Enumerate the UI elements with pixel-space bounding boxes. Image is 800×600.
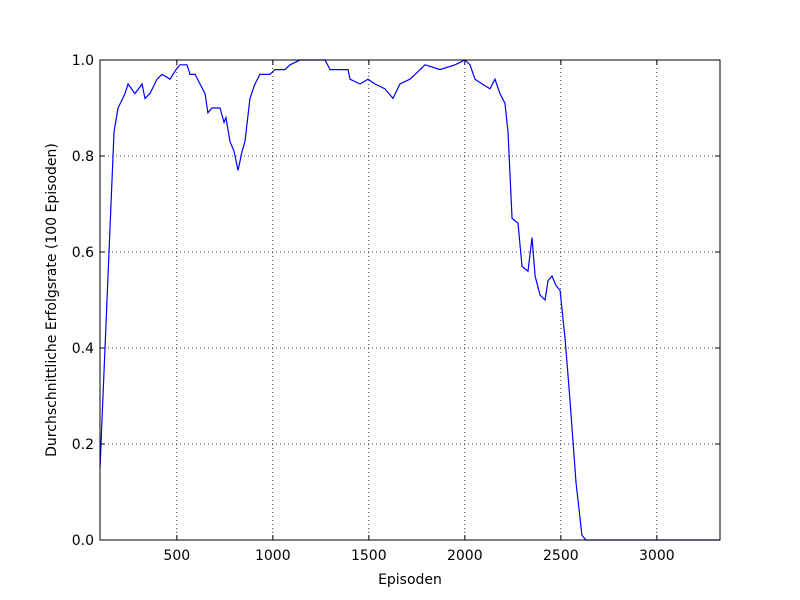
y-tick-label: 0.6 xyxy=(72,245,94,261)
y-tick-label: 0.4 xyxy=(72,341,94,357)
data-line xyxy=(99,59,720,541)
x-axis-label: Episoden xyxy=(378,572,442,588)
y-tick-label: 0.8 xyxy=(72,149,94,165)
x-tick-label: 1000 xyxy=(255,548,291,564)
y-tick-label: 0.2 xyxy=(72,437,94,453)
x-tick-label: 3000 xyxy=(639,548,675,564)
plot-frame xyxy=(99,59,721,541)
y-tick-label: 1.0 xyxy=(72,53,94,69)
x-tick-label: 500 xyxy=(163,548,190,564)
x-tick-label: 2500 xyxy=(543,548,579,564)
y-tick-label: 0.0 xyxy=(72,533,94,549)
y-axis-label: Durchschnittliche Erfolgsrate (100 Episo… xyxy=(44,143,60,457)
x-tick-label: 2000 xyxy=(447,548,483,564)
x-tick-label: 1500 xyxy=(351,548,387,564)
